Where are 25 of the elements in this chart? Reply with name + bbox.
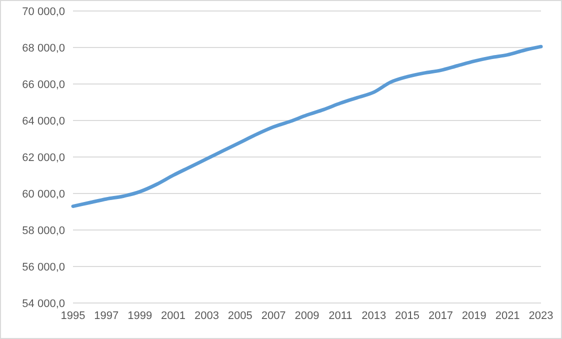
- x-tick-label: 2021: [495, 310, 520, 322]
- x-tick-label: 1997: [94, 310, 119, 322]
- x-tick-label: 2007: [261, 310, 286, 322]
- y-tick-label: 70 000,0: [22, 6, 65, 18]
- x-tick-label: 1999: [128, 310, 152, 322]
- x-tick-label: 2023: [528, 310, 554, 322]
- y-tick-label: 62 000,0: [22, 152, 65, 164]
- x-tick-label: 2019: [462, 310, 486, 322]
- x-tick-label: 1995: [60, 310, 86, 322]
- y-tick-label: 66 000,0: [22, 78, 65, 91]
- x-tick-label: 2017: [428, 310, 453, 322]
- x-tick-label: 2015: [395, 310, 420, 322]
- y-tick-label: 54 000,0: [22, 298, 65, 310]
- y-tick-label: 60 000,0: [22, 188, 65, 200]
- x-tick-label: 2003: [194, 310, 219, 322]
- x-tick-label: 2009: [294, 310, 320, 322]
- x-tick-label: 2005: [228, 310, 252, 322]
- x-tick-label: 2013: [362, 310, 386, 322]
- y-tick-label: 58 000,0: [22, 224, 65, 237]
- line-series: [71, 44, 543, 208]
- x-tick-label: 2011: [328, 310, 352, 322]
- x-tick-label: 2001: [161, 310, 186, 322]
- y-tick-label: 64 000,0: [22, 115, 65, 128]
- y-tick-label: 56 000,0: [22, 261, 65, 274]
- y-tick-label: 68 000,0: [22, 42, 65, 54]
